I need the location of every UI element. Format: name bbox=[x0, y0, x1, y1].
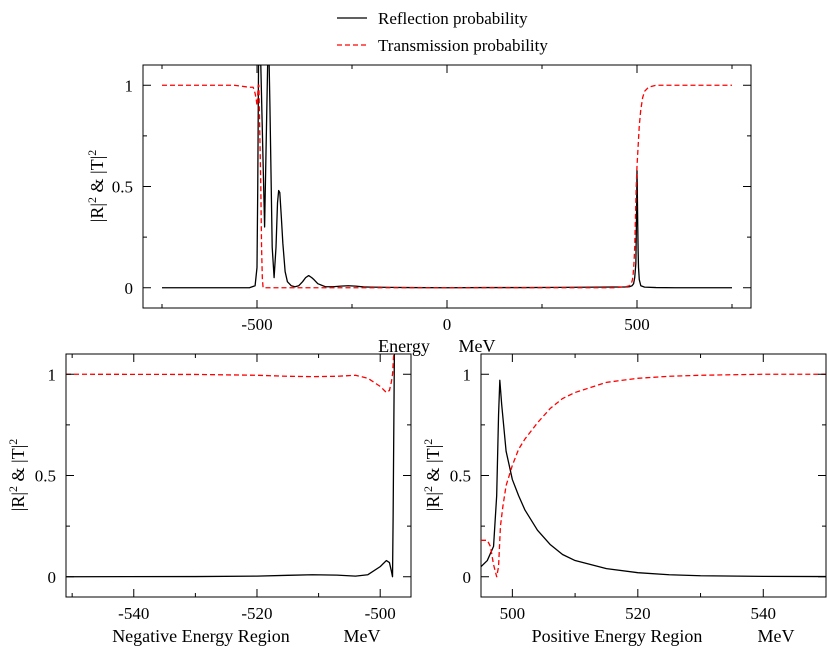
positive-energy-xtick-label: 540 bbox=[751, 604, 777, 623]
negative-energy-ytick-label: 0.5 bbox=[35, 467, 56, 486]
negative-energy-ytick-label: 1 bbox=[48, 365, 57, 384]
legend-reflection-label: Reflection probability bbox=[378, 9, 528, 28]
negative-energy-lines bbox=[66, 354, 396, 578]
positive-energy-lines bbox=[481, 373, 826, 578]
negative-energy-xtick-label: -540 bbox=[118, 604, 149, 623]
positive-energy-frame bbox=[480, 353, 827, 598]
negative-energy-ticks bbox=[66, 354, 411, 597]
top-chart-xlabel-unit: MeV bbox=[459, 336, 496, 356]
top-chart-tick-labels: -500 0 500 0 0.5 1 bbox=[112, 76, 650, 334]
positive-energy-ylabel: |R|2 & |T|2 bbox=[421, 439, 443, 511]
positive-energy-ytick-label: 0.5 bbox=[450, 467, 471, 486]
top-chart-frame bbox=[142, 64, 752, 309]
legend: Reflection probability Transmission prob… bbox=[337, 9, 548, 55]
negative-energy-tick-labels: -540 -520 -500 0 0.5 1 bbox=[35, 365, 396, 623]
top-chart-ylabel-text: |R|2 & |T|2 bbox=[85, 150, 107, 222]
negative-energy-panel: -540 -520 -500 0 0.5 1 Negative Energy Region… bbox=[6, 353, 412, 646]
negative-energy-ylabel: |R|2 & |T|2 bbox=[6, 439, 28, 511]
top-chart-ytick-label: 1 bbox=[125, 76, 134, 95]
negative-energy-ytick-label: 0 bbox=[48, 568, 57, 587]
top-chart-ytick-label: 0 bbox=[125, 279, 134, 298]
positive-energy-tick-labels: 500 520 540 0 0.5 1 bbox=[450, 365, 776, 623]
positive-energy-series-transmission-line bbox=[481, 373, 826, 578]
top-chart-lines bbox=[162, 65, 732, 289]
top-chart-series-transmission-line bbox=[162, 84, 732, 289]
positive-energy-title: Positive Energy Region bbox=[532, 626, 703, 646]
positive-energy-series-reflection-line bbox=[481, 379, 826, 578]
positive-energy-xtick-label: 500 bbox=[500, 604, 526, 623]
top-chart-ticks bbox=[143, 65, 751, 308]
positive-energy-ylabel-text: |R|2 & |T|2 bbox=[421, 439, 443, 511]
positive-energy-ticks bbox=[481, 354, 827, 597]
negative-energy-series-transmission-line bbox=[66, 354, 395, 394]
positive-energy-ytick-label: 1 bbox=[463, 365, 472, 384]
top-chart-xtick-label: -500 bbox=[241, 315, 272, 334]
top-chart-xlabel-energy: Energy bbox=[378, 336, 430, 356]
positive-energy-ytick-label: 0 bbox=[463, 568, 472, 587]
positive-energy-xtick-label: 520 bbox=[625, 604, 651, 623]
negative-energy-ylabel-text: |R|2 & |T|2 bbox=[6, 439, 28, 511]
top-chart-panel: -500 0 500 0 0.5 1 Energy MeV |R|2 & |T|2 bbox=[85, 64, 752, 356]
positive-energy-xlabel-unit: MeV bbox=[758, 626, 795, 646]
top-chart-ytick-label: 0.5 bbox=[112, 178, 133, 197]
negative-energy-frame bbox=[65, 353, 412, 598]
top-chart-series-reflection-line bbox=[162, 65, 732, 289]
top-chart-ylabel: |R|2 & |T|2 bbox=[85, 150, 107, 222]
legend-transmission-label: Transmission probability bbox=[378, 36, 548, 55]
negative-energy-xtick-label: -500 bbox=[365, 604, 396, 623]
top-chart-xtick-label: 500 bbox=[624, 315, 650, 334]
negative-energy-xtick-label: -520 bbox=[241, 604, 272, 623]
negative-energy-title: Negative Energy Region bbox=[112, 626, 290, 646]
negative-energy-xlabel-unit: MeV bbox=[344, 626, 381, 646]
negative-energy-series-reflection-line bbox=[66, 354, 396, 578]
positive-energy-panel: 500 520 540 0 0.5 1 Positive Energy Region Me… bbox=[421, 353, 827, 646]
top-chart-xtick-label: 0 bbox=[443, 315, 452, 334]
